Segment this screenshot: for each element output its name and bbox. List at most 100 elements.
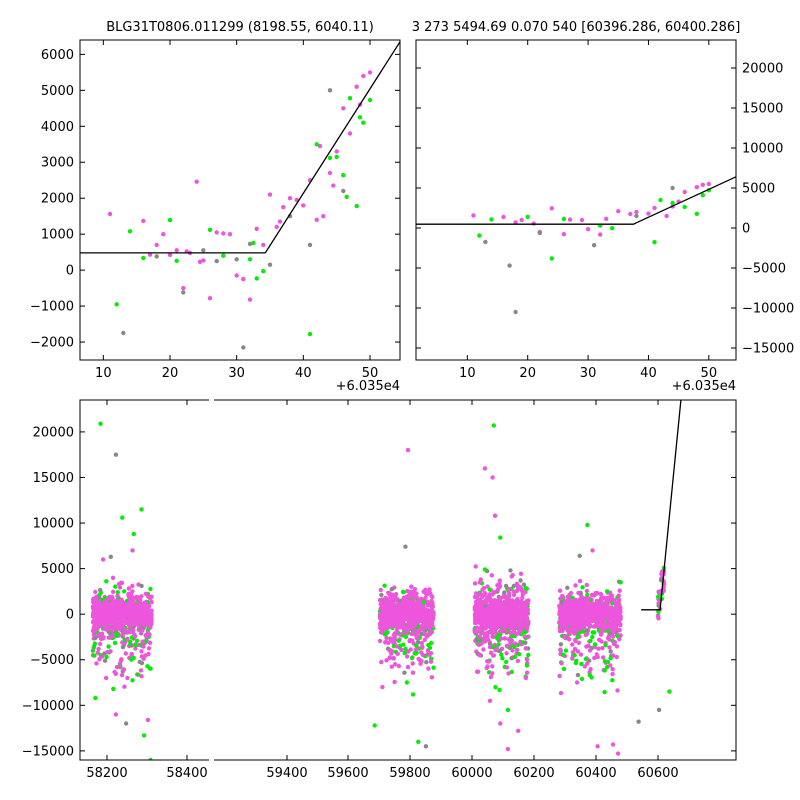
data-point-magenta xyxy=(378,587,383,593)
data-point-green xyxy=(499,652,504,657)
data-point-gray xyxy=(502,590,507,595)
data-point-magenta xyxy=(600,615,605,620)
data-point-magenta xyxy=(428,651,434,656)
data-point-magenta xyxy=(591,615,596,621)
data-point-magenta xyxy=(585,661,590,666)
data-point-magenta xyxy=(576,640,582,645)
data-point-magenta xyxy=(267,192,273,197)
x-tick-label: 60200 xyxy=(513,766,554,781)
data-point-magenta xyxy=(379,625,385,630)
data-point-magenta xyxy=(501,214,506,220)
data-point-magenta xyxy=(514,631,519,637)
x-tick-label: 58200 xyxy=(86,766,127,781)
data-point-magenta xyxy=(604,216,609,221)
data-point-magenta xyxy=(148,623,153,628)
data-point-magenta xyxy=(584,588,590,594)
data-point-green xyxy=(397,643,403,648)
data-point-green xyxy=(560,652,566,657)
data-point-magenta xyxy=(572,646,578,652)
data-point-gray xyxy=(402,670,407,675)
data-point-magenta xyxy=(105,606,111,611)
data-point-green xyxy=(404,680,410,685)
data-point-magenta xyxy=(392,617,398,622)
data-point-magenta xyxy=(487,595,492,600)
data-point-gray xyxy=(513,309,518,315)
data-point-green xyxy=(414,643,419,648)
data-point-green xyxy=(148,757,153,760)
x-tick-label: 20 xyxy=(519,366,536,381)
data-point-green xyxy=(522,630,528,635)
data-point-magenta xyxy=(140,604,145,609)
data-point-magenta xyxy=(518,571,524,576)
data-point-magenta xyxy=(473,603,478,609)
data-point-green xyxy=(504,659,509,665)
data-point-magenta xyxy=(118,658,124,663)
data-point-magenta xyxy=(596,601,601,606)
data-point-gray xyxy=(507,263,512,268)
data-point-magenta xyxy=(499,601,504,606)
data-point-magenta xyxy=(567,637,572,642)
data-point-magenta xyxy=(426,591,431,596)
data-point-magenta xyxy=(596,646,601,651)
data-point-green xyxy=(347,96,353,101)
data-point-magenta xyxy=(601,655,606,660)
data-point-green xyxy=(261,269,266,274)
data-point-magenta xyxy=(505,746,511,752)
data-point-tail xyxy=(657,590,662,595)
data-point-magenta xyxy=(594,652,599,657)
data-point-magenta xyxy=(287,196,293,201)
data-point-magenta xyxy=(414,591,419,596)
data-point-magenta xyxy=(377,621,383,626)
data-point-magenta xyxy=(422,637,427,642)
data-point-magenta xyxy=(595,623,600,629)
data-point-gray xyxy=(537,230,542,236)
data-point-magenta xyxy=(499,607,504,612)
data-point-magenta xyxy=(519,217,524,223)
data-point-gray xyxy=(234,257,239,262)
data-point-magenta xyxy=(96,646,101,652)
data-point-magenta xyxy=(109,601,114,607)
data-point-magenta xyxy=(471,213,476,218)
data-point-magenta xyxy=(405,447,411,453)
data-point-green xyxy=(585,522,590,528)
data-point-magenta xyxy=(495,583,500,588)
data-point-gray xyxy=(123,721,129,726)
data-point-magenta xyxy=(503,615,508,620)
data-point-magenta xyxy=(497,578,502,583)
data-point-green xyxy=(106,644,111,649)
data-point-magenta xyxy=(499,636,504,641)
data-point-magenta xyxy=(361,73,366,79)
panel-top-left: 10 20 30 40 50 −2000 −1000 0 1000 2000 3000 4000 500… xyxy=(30,39,401,394)
data-point-magenta xyxy=(574,625,579,630)
data-point-magenta xyxy=(117,585,123,590)
y-tick-label: 10000 xyxy=(33,517,74,532)
data-point-gray xyxy=(479,637,484,642)
data-point-green xyxy=(491,423,496,428)
data-point-gray xyxy=(577,553,582,558)
x-offset-label: +6.035e4 xyxy=(672,379,736,394)
y-tick-label: 10000 xyxy=(742,142,783,157)
data-point-magenta xyxy=(389,648,394,654)
data-point-magenta xyxy=(474,592,480,597)
data-point-magenta xyxy=(392,679,397,685)
data-point-magenta xyxy=(513,641,518,646)
data-point-green xyxy=(700,193,705,198)
data-point-green xyxy=(207,227,213,232)
data-point-magenta xyxy=(561,607,566,612)
data-point-green xyxy=(495,636,500,641)
axes-frame xyxy=(415,39,737,361)
data-point-magenta xyxy=(561,232,567,237)
data-point-gray xyxy=(121,330,126,336)
data-point-gray xyxy=(241,345,246,350)
data-point-magenta xyxy=(615,751,621,756)
y-tick-label: 0 xyxy=(66,608,74,623)
data-point-magenta xyxy=(515,658,521,664)
data-point-gray xyxy=(419,631,424,637)
data-point-magenta xyxy=(125,636,130,641)
y-tick-label: −10000 xyxy=(22,699,74,714)
y-tick-label: −10000 xyxy=(742,302,794,317)
data-point-green xyxy=(496,642,501,647)
data-point-magenta xyxy=(419,640,424,646)
data-point-green xyxy=(334,154,339,160)
data-point-green xyxy=(98,421,103,426)
